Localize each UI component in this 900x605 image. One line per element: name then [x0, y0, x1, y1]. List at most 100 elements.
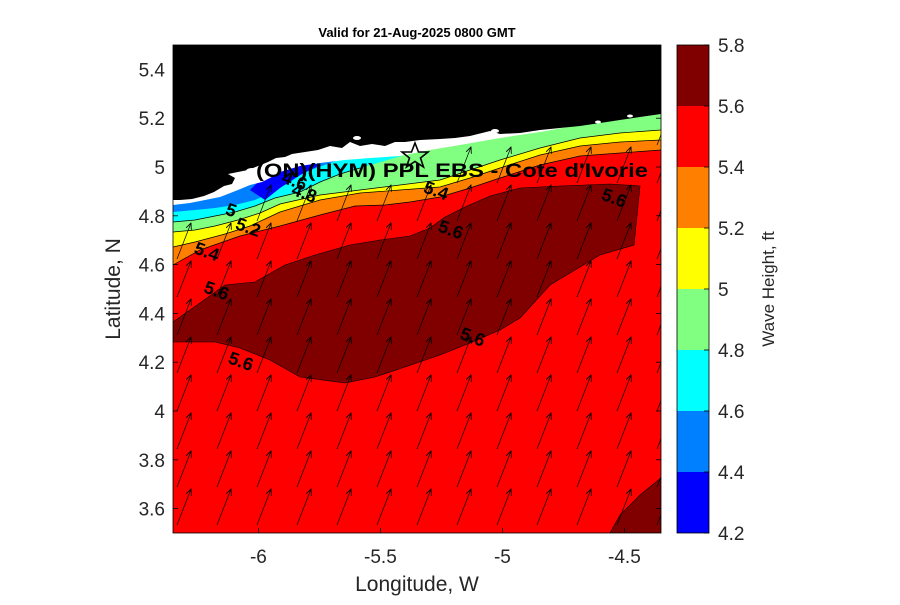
wave-arrow [536, 451, 551, 488]
colorbar-swatch [677, 45, 709, 106]
wave-arrow [616, 147, 631, 184]
wave-arrow [336, 413, 351, 450]
wave-arrow [576, 337, 591, 374]
y-tick-label: 4 [154, 402, 165, 423]
wave-arrow [256, 413, 271, 450]
wave-arrow [296, 261, 311, 298]
wave-arrow [536, 261, 551, 298]
wave-arrow [296, 337, 311, 374]
wave-arrow [216, 489, 231, 526]
wave-arrow [576, 451, 591, 488]
wave-arrow [256, 185, 271, 222]
wave-arrow [456, 223, 471, 260]
wave-arrow [616, 185, 631, 222]
x-axis: -6 -5.5 -5 -4.5 [250, 45, 641, 568]
wave-arrow [656, 361, 661, 374]
wave-arrow [296, 375, 311, 412]
wave-arrow [576, 261, 591, 298]
wave-arrow [296, 185, 311, 222]
wave-arrow [656, 399, 661, 412]
wave-arrow [496, 451, 511, 488]
wave-arrow [616, 375, 631, 412]
wave-arrow [456, 337, 471, 374]
wave-arrow [376, 413, 391, 450]
wave-arrow [616, 451, 631, 488]
y-tick-label: 4.2 [139, 353, 165, 374]
wave-arrow [576, 223, 591, 260]
colorbar-swatch [677, 289, 709, 350]
wave-arrow [456, 413, 471, 450]
y-tick-label: 4.6 [139, 256, 165, 277]
wave-arrow [496, 413, 511, 450]
wave-arrow [256, 451, 271, 488]
wave-arrow [336, 375, 351, 412]
wave-arrow [216, 451, 231, 488]
wave-arrow [336, 337, 351, 374]
contour-field: 4.64.855.25.45.45.65.65.65.65.6 [173, 45, 661, 533]
wave-arrow [456, 147, 471, 184]
wave-arrow [176, 223, 191, 260]
wave-arrow [496, 375, 511, 412]
wave-arrow [416, 223, 431, 260]
wave-arrow [656, 437, 661, 450]
site-star-icon [399, 140, 431, 169]
colorbar-tick-label: 4.8 [718, 341, 744, 362]
x-tick-label: -5.5 [364, 547, 397, 568]
wave-arrow [376, 261, 391, 298]
wave-arrow [616, 337, 631, 374]
wave-arrow [416, 413, 431, 450]
wave-arrow [416, 489, 431, 526]
wave-arrow [656, 247, 661, 260]
colorbar-swatch [677, 411, 709, 472]
y-tick-label: 3.8 [139, 451, 165, 472]
y-tick-label: 5.2 [139, 109, 165, 130]
colorbar-swatch [677, 228, 709, 289]
colorbar-label: Wave Height, ft [759, 231, 778, 347]
wave-arrow [376, 299, 391, 336]
wave-arrow [536, 375, 551, 412]
wave-arrow [456, 261, 471, 298]
wave-arrow [576, 147, 591, 184]
wave-arrow [416, 337, 431, 374]
wave-arrow [496, 489, 511, 526]
x-tick-label: -4.5 [608, 547, 641, 568]
wave-arrow [296, 413, 311, 450]
wave-arrow [256, 337, 271, 374]
wave-arrow [216, 375, 231, 412]
wave-arrow [536, 299, 551, 336]
wave-arrow [176, 261, 191, 298]
colorbar-swatch [677, 472, 709, 533]
band-5.6-5.8 [173, 183, 641, 384]
wave-arrow [216, 299, 231, 336]
wave-arrow [376, 375, 391, 412]
y-tick-label: 4.8 [139, 207, 165, 228]
colorbar-tick-label: 4.2 [718, 524, 744, 545]
land-mass [173, 45, 661, 200]
colorbar-tick-label: 5 [718, 280, 729, 301]
x-tick-label: -6 [250, 547, 267, 568]
wave-arrow [336, 489, 351, 526]
wave-arrow [296, 451, 311, 488]
wave-arrow [616, 489, 631, 526]
wave-arrow [416, 375, 431, 412]
axes-frame [172, 44, 662, 534]
wave-arrow [496, 185, 511, 222]
y-axis-label: Latitude, N [102, 238, 125, 340]
wave-arrow [496, 223, 511, 260]
wave-arrow [376, 223, 391, 260]
wave-arrow [176, 299, 191, 336]
colorbar-tick-label: 5.6 [718, 97, 744, 118]
wave-arrow [296, 489, 311, 526]
wave-arrow [176, 451, 191, 488]
wave-arrow [576, 413, 591, 450]
colorbar-swatch [677, 167, 709, 228]
wave-arrow [536, 337, 551, 374]
wave-arrow [376, 451, 391, 488]
wave-arrow [416, 299, 431, 336]
wave-arrow [376, 337, 391, 374]
wave-arrow [496, 261, 511, 298]
wave-arrow [616, 413, 631, 450]
wave-arrow [576, 299, 591, 336]
y-axis: 3.6 3.8 4 4.2 4.4 4.6 4.8 5 5.2 5.4 [139, 60, 661, 521]
